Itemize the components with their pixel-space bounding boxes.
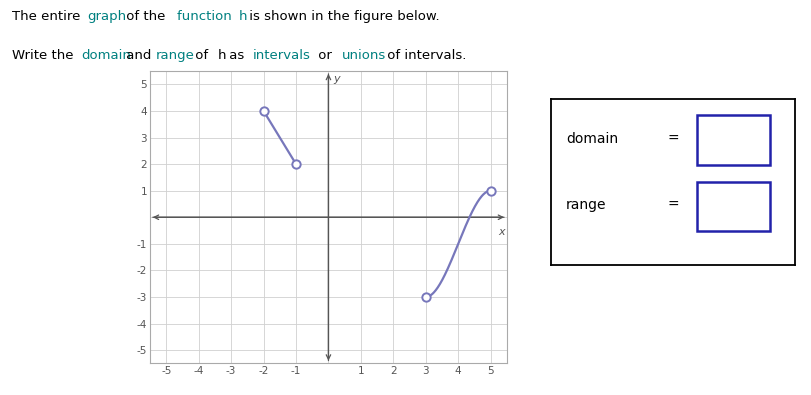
FancyBboxPatch shape [697, 182, 770, 231]
Text: range: range [157, 49, 195, 62]
Text: h: h [218, 49, 226, 62]
Text: is shown in the figure below.: is shown in the figure below. [246, 10, 440, 23]
Text: of: of [191, 49, 212, 62]
Text: domain: domain [81, 49, 131, 62]
Text: domain: domain [566, 132, 618, 146]
Text: The entire: The entire [12, 10, 85, 23]
Text: unions: unions [341, 49, 386, 62]
Text: or: or [314, 49, 337, 62]
Text: of the: of the [122, 10, 169, 23]
Text: =: = [667, 132, 679, 146]
Text: =: = [667, 198, 679, 212]
Text: graph: graph [88, 10, 127, 23]
Text: intervals: intervals [252, 49, 310, 62]
Text: y: y [333, 74, 340, 84]
Text: of intervals.: of intervals. [383, 49, 466, 62]
Text: function: function [177, 10, 236, 23]
Text: and: and [122, 49, 156, 62]
Text: h: h [238, 10, 247, 23]
Text: Write the: Write the [12, 49, 78, 62]
Text: x: x [499, 227, 505, 237]
FancyBboxPatch shape [697, 115, 770, 165]
Text: range: range [566, 198, 607, 212]
Text: as: as [225, 49, 248, 62]
